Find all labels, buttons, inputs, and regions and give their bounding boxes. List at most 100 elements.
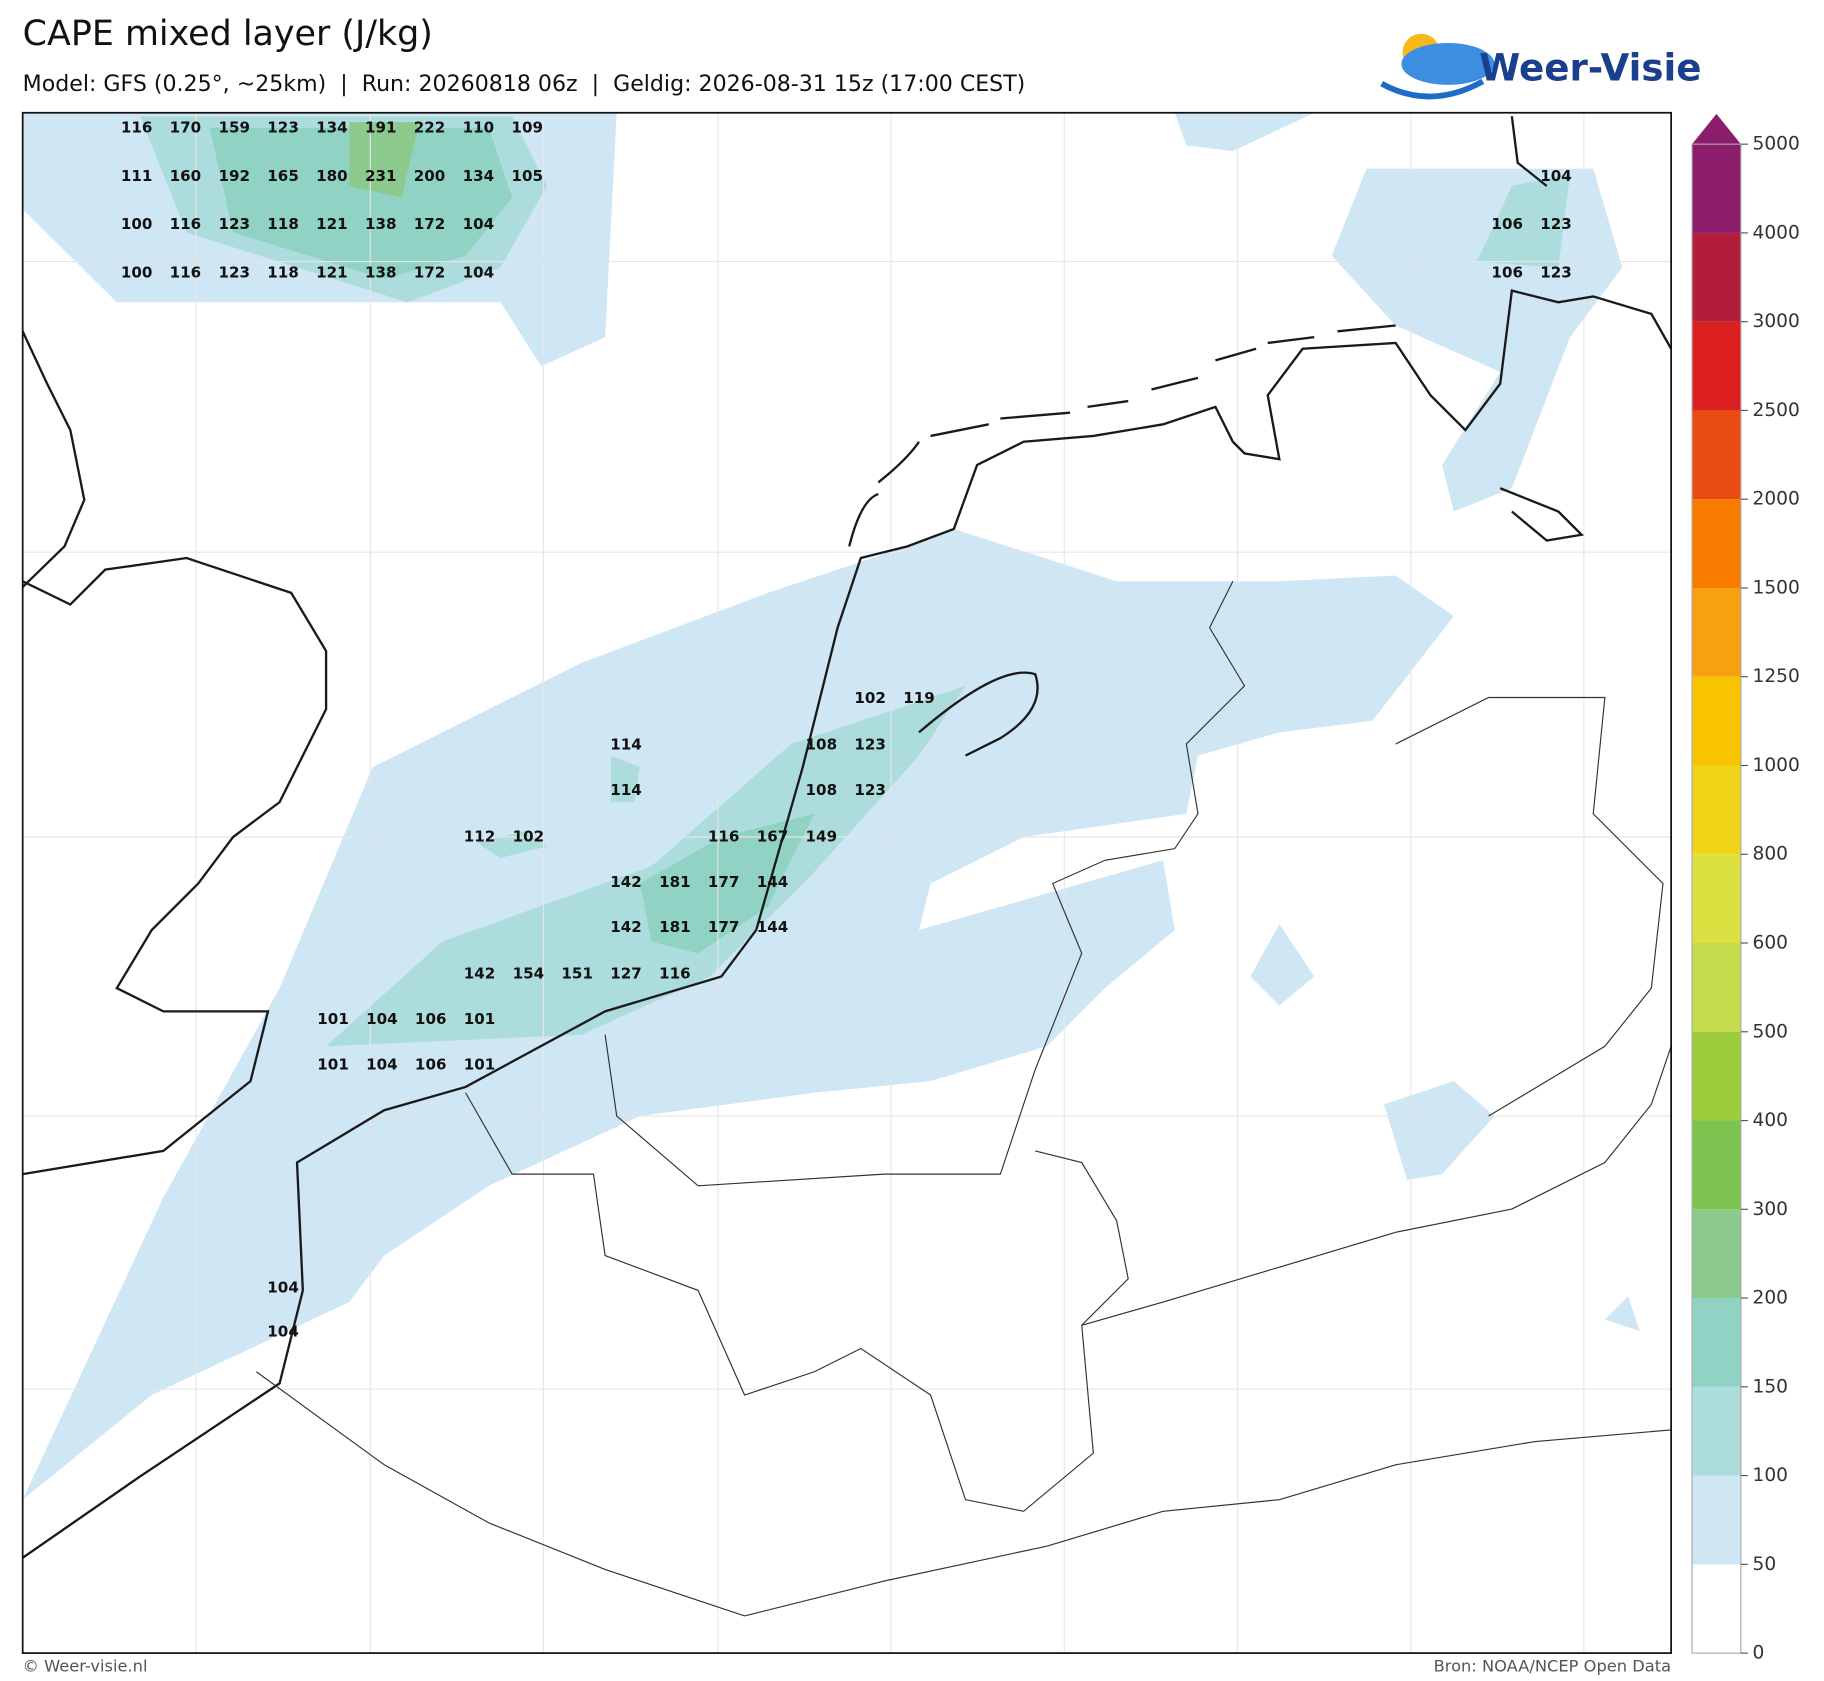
cape-150	[209, 127, 815, 954]
value-label: 110	[463, 118, 495, 136]
colorbar-tick-label: 2000	[1753, 489, 1800, 510]
value-label: 104	[463, 264, 495, 282]
map	[21, 111, 1672, 1654]
value-label: 121	[316, 264, 348, 282]
value-label: 106	[415, 1055, 447, 1073]
title: CAPE mixed layer (J/kg)	[23, 14, 433, 54]
value-label: 123	[267, 118, 299, 136]
value-label: 101	[464, 1010, 496, 1028]
value-label: 106	[415, 1010, 447, 1028]
value-label: 104	[463, 215, 495, 233]
logo-text: Weer-Visie	[1479, 45, 1701, 89]
colorbar-tick-label: 2500	[1753, 400, 1800, 421]
value-label: 104	[267, 1323, 299, 1341]
logo: Weer-Visie	[1380, 33, 1701, 100]
value-label: 108	[806, 781, 838, 799]
value-label: 144	[757, 918, 789, 936]
colorbar-frame	[1691, 143, 1742, 1654]
value-label: 105	[511, 167, 543, 185]
value-label: 142	[610, 873, 642, 891]
colorbar-extend	[1692, 113, 1741, 145]
value-label: 165	[267, 167, 299, 185]
value-label: 112	[464, 828, 496, 846]
value-label: 167	[757, 828, 789, 846]
value-label: 121	[316, 215, 348, 233]
colorbar-band	[1692, 232, 1741, 322]
colorbar-band	[1692, 587, 1741, 677]
colorbar-band	[1692, 144, 1741, 233]
colorbar-tick-label: 4000	[1753, 222, 1800, 243]
value-label: 123	[218, 264, 250, 282]
colorbar-band	[1692, 765, 1741, 855]
colorbar-tick-label: 150	[1753, 1376, 1789, 1397]
value-label: 172	[414, 215, 446, 233]
colorbar-band	[1692, 1298, 1741, 1387]
value-label: 101	[317, 1010, 349, 1028]
value-label: 170	[170, 118, 202, 136]
value-label: 116	[170, 215, 202, 233]
value-label: 116	[708, 828, 740, 846]
value-label: 192	[218, 167, 250, 185]
value-label: 123	[1540, 264, 1572, 282]
coastlines	[22, 116, 1672, 1559]
colorbar-tick-label: 50	[1753, 1554, 1777, 1575]
cape-200	[349, 122, 420, 198]
value-label: 104	[366, 1055, 398, 1073]
value-label: 154	[513, 965, 545, 983]
value-label: 116	[121, 118, 153, 136]
value-label: 138	[365, 215, 397, 233]
value-label: 123	[1540, 215, 1572, 233]
colorbar-band	[1692, 1475, 1741, 1565]
value-label: 104	[366, 1010, 398, 1028]
subtitle: Model: GFS (0.25°, ~25km) | Run: 2026081…	[23, 72, 1026, 97]
colorbar-tick-label: 100	[1753, 1465, 1789, 1486]
colorbar-band	[1692, 1209, 1741, 1299]
value-label: 181	[659, 873, 691, 891]
value-label: 104	[1540, 167, 1572, 185]
value-label: 160	[170, 167, 202, 185]
value-label: 159	[218, 118, 250, 136]
value-label: 116	[659, 965, 691, 983]
value-label: 101	[464, 1055, 496, 1073]
colorbar-tick-label: 0	[1753, 1643, 1765, 1664]
colorbar-band	[1692, 1564, 1741, 1654]
value-label: 119	[903, 689, 935, 707]
colorbar-band	[1692, 410, 1741, 500]
value-label: 181	[659, 918, 691, 936]
value-label: 106	[1491, 264, 1523, 282]
colorbar-tick-label: 400	[1753, 1110, 1789, 1131]
value-label: 177	[708, 918, 740, 936]
colorbar-band	[1692, 1386, 1741, 1476]
colorbar-band	[1692, 1031, 1741, 1121]
value-label: 104	[267, 1279, 299, 1297]
colorbar-band	[1692, 321, 1741, 411]
value-label: 102	[854, 689, 886, 707]
value-label: 106	[1491, 215, 1523, 233]
value-label: 100	[121, 264, 153, 282]
value-label: 127	[610, 965, 642, 983]
colorbar-tick-label: 600	[1753, 933, 1789, 954]
colorbar-band	[1692, 943, 1741, 1032]
value-label: 123	[854, 736, 886, 754]
graticule	[22, 112, 1672, 1654]
colorbar-tick-label: 5000	[1753, 134, 1800, 155]
value-label: 144	[757, 873, 789, 891]
value-label: 123	[218, 215, 250, 233]
value-label: 191	[365, 118, 397, 136]
value-label: 134	[316, 118, 348, 136]
colorbar-tick-label: 1500	[1753, 577, 1800, 598]
footer-left: © Weer-visie.nl	[23, 1657, 148, 1676]
colorbar-tick-label: 300	[1753, 1199, 1789, 1220]
footer-right: Bron: NOAA/NCEP Open Data	[1434, 1657, 1672, 1676]
value-label: 118	[267, 215, 299, 233]
value-label: 231	[365, 167, 397, 185]
value-label: 172	[414, 264, 446, 282]
value-label: 142	[464, 965, 496, 983]
value-label: 102	[513, 828, 545, 846]
value-label: 100	[121, 215, 153, 233]
colorbar-tick-label: 800	[1753, 844, 1789, 865]
value-label: 180	[316, 167, 348, 185]
value-label: 200	[414, 167, 446, 185]
colorbar-tick-label: 500	[1753, 1021, 1789, 1042]
